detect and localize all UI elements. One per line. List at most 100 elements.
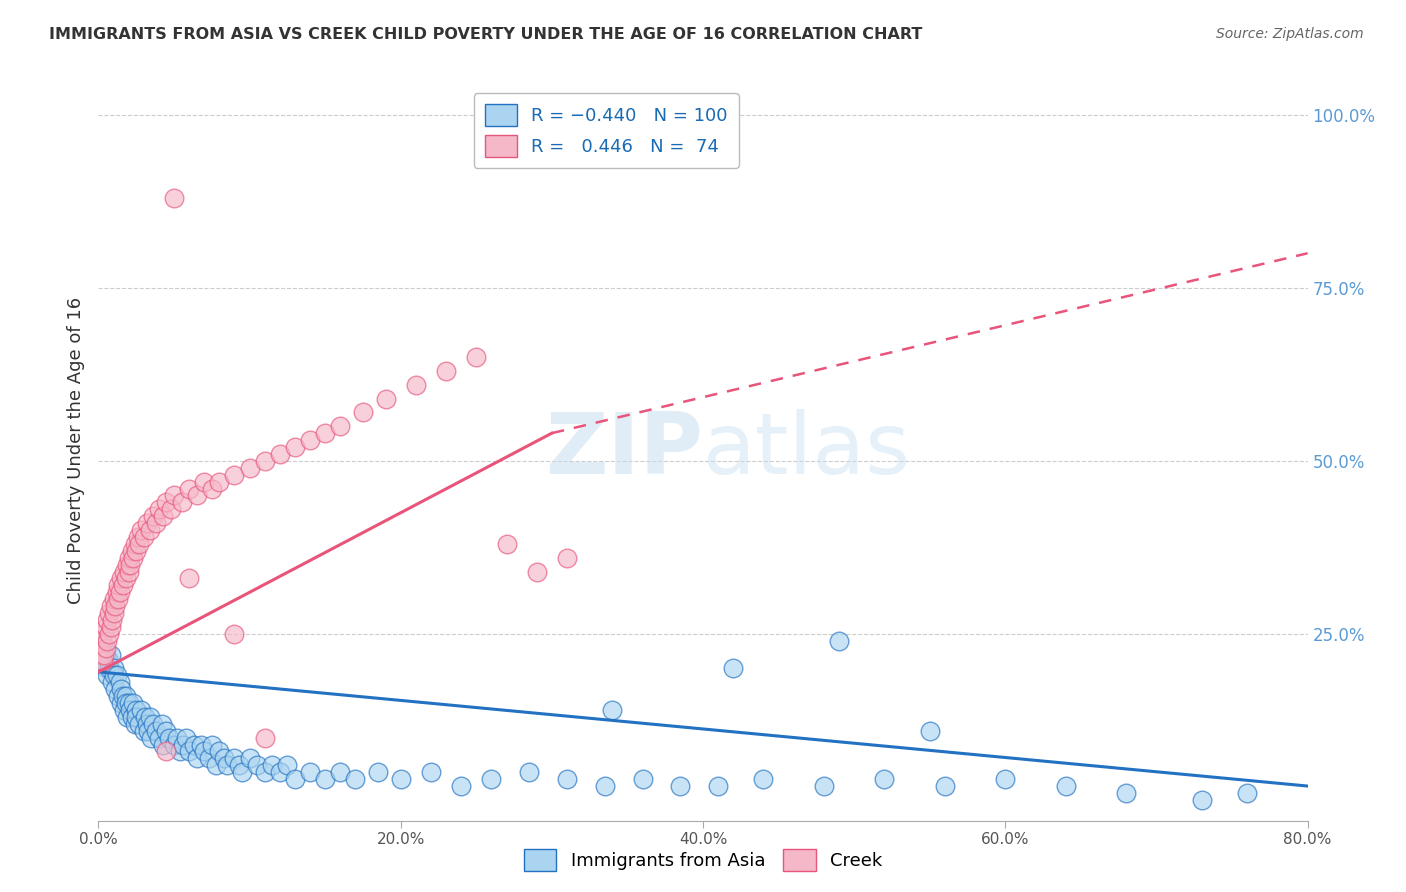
Point: [145, 516, 167, 530]
Point: [111, 578, 134, 592]
Point: [163, 488, 186, 502]
Point: [172, 738, 194, 752]
Point: [101, 675, 124, 690]
Point: [1115, 786, 1137, 800]
Point: [118, 565, 141, 579]
Point: [495, 537, 517, 551]
Point: [98, 661, 121, 675]
Point: [105, 668, 128, 682]
Point: [112, 565, 135, 579]
Point: [104, 599, 127, 614]
Point: [934, 779, 956, 793]
Point: [93, 640, 115, 655]
Point: [96, 633, 118, 648]
Point: [205, 758, 228, 772]
Point: [125, 543, 148, 558]
Point: [90, 633, 112, 648]
Point: [284, 772, 307, 786]
Point: [152, 509, 174, 524]
Point: [112, 703, 135, 717]
Point: [142, 509, 165, 524]
Point: [183, 738, 205, 752]
Point: [631, 772, 654, 786]
Point: [1054, 779, 1077, 793]
Point: [166, 731, 188, 745]
Point: [103, 592, 125, 607]
Point: [193, 744, 215, 758]
Point: [132, 723, 155, 738]
Point: [179, 482, 201, 496]
Point: [1191, 793, 1213, 807]
Text: IMMIGRANTS FROM ASIA VS CREEK CHILD POVERTY UNDER THE AGE OF 16 CORRELATION CHAR: IMMIGRANTS FROM ASIA VS CREEK CHILD POVE…: [49, 27, 922, 42]
Point: [129, 703, 152, 717]
Point: [148, 502, 170, 516]
Point: [101, 613, 124, 627]
Point: [918, 723, 941, 738]
Point: [114, 696, 136, 710]
Point: [231, 765, 253, 780]
Point: [125, 710, 148, 724]
Point: [186, 488, 208, 502]
Point: [98, 606, 121, 620]
Point: [159, 731, 181, 745]
Point: [118, 550, 141, 565]
Point: [239, 460, 262, 475]
Point: [450, 779, 472, 793]
Point: [186, 751, 208, 765]
Point: [115, 710, 138, 724]
Point: [96, 668, 118, 682]
Point: [94, 620, 117, 634]
Point: [169, 744, 191, 758]
Point: [174, 731, 197, 745]
Point: [91, 655, 114, 669]
Point: [212, 751, 235, 765]
Point: [98, 627, 121, 641]
Point: [723, 661, 745, 675]
Point: [163, 191, 186, 205]
Point: [122, 550, 145, 565]
Point: [526, 565, 548, 579]
Point: [100, 648, 122, 662]
Point: [107, 592, 129, 607]
Text: ZIP: ZIP: [546, 409, 703, 492]
Point: [405, 377, 427, 392]
Text: Source: ZipAtlas.com: Source: ZipAtlas.com: [1216, 27, 1364, 41]
Point: [215, 758, 238, 772]
Point: [139, 710, 162, 724]
Point: [481, 772, 503, 786]
Point: [707, 779, 730, 793]
Point: [246, 758, 269, 772]
Point: [284, 440, 307, 454]
Point: [124, 537, 146, 551]
Point: [103, 668, 125, 682]
Point: [145, 723, 167, 738]
Y-axis label: Child Poverty Under the Age of 16: Child Poverty Under the Age of 16: [66, 297, 84, 604]
Point: [389, 772, 412, 786]
Point: [94, 661, 117, 675]
Point: [873, 772, 896, 786]
Point: [108, 585, 131, 599]
Point: [118, 696, 141, 710]
Point: [420, 765, 443, 780]
Point: [344, 772, 367, 786]
Point: [108, 675, 131, 690]
Point: [201, 738, 224, 752]
Point: [555, 550, 578, 565]
Point: [253, 765, 276, 780]
Point: [155, 744, 177, 758]
Point: [115, 558, 138, 572]
Point: [160, 502, 183, 516]
Point: [93, 648, 115, 662]
Point: [155, 723, 177, 738]
Point: [121, 710, 143, 724]
Point: [299, 765, 322, 780]
Point: [269, 765, 291, 780]
Point: [828, 633, 851, 648]
Point: [228, 758, 250, 772]
Point: [139, 523, 162, 537]
Point: [105, 585, 128, 599]
Point: [135, 516, 157, 530]
Point: [91, 627, 114, 641]
Point: [148, 731, 170, 745]
Point: [103, 661, 125, 675]
